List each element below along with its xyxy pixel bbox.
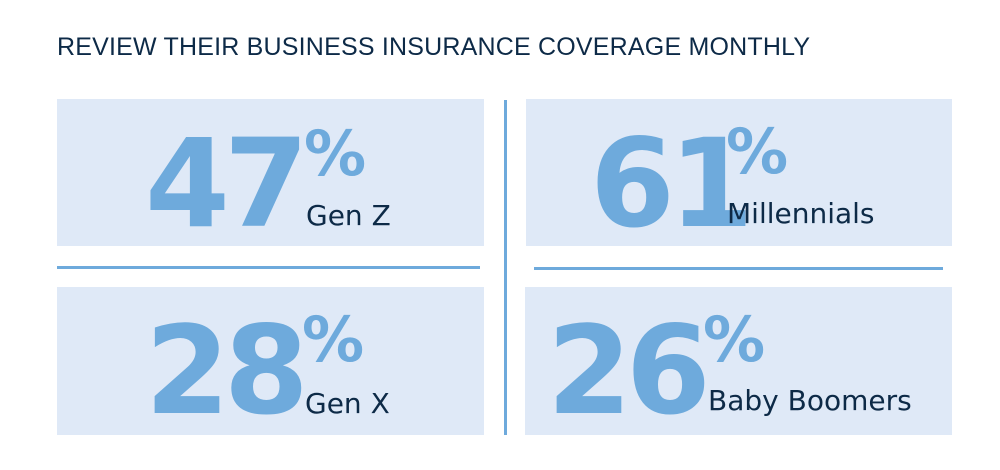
divider-right — [534, 267, 943, 270]
stat-value: 28 — [145, 300, 309, 442]
stat-label: Millennials — [727, 197, 875, 230]
divider-left — [57, 266, 480, 269]
divider-vertical — [504, 100, 507, 435]
page-title: REVIEW THEIR BUSINESS INSURANCE COVERAGE… — [57, 33, 811, 61]
percent-sign: % — [304, 117, 367, 190]
percent-sign: % — [302, 303, 365, 376]
stat-label: Gen X — [305, 387, 390, 420]
stat-card-gen-z: 47 % Gen Z — [57, 99, 484, 246]
stat-card-gen-x: 28 % Gen X — [57, 287, 484, 435]
stat-label: Gen Z — [306, 199, 391, 232]
stat-value: 47 — [145, 113, 309, 255]
stat-value: 61 — [590, 113, 754, 255]
stat-card-millennials: 61 % Millennials — [526, 99, 952, 246]
stat-card-baby-boomers: 26 % Baby Boomers — [525, 287, 952, 435]
percent-sign: % — [726, 115, 789, 188]
percent-sign: % — [703, 303, 766, 376]
stat-label: Baby Boomers — [708, 384, 912, 417]
stat-value: 26 — [547, 300, 711, 442]
